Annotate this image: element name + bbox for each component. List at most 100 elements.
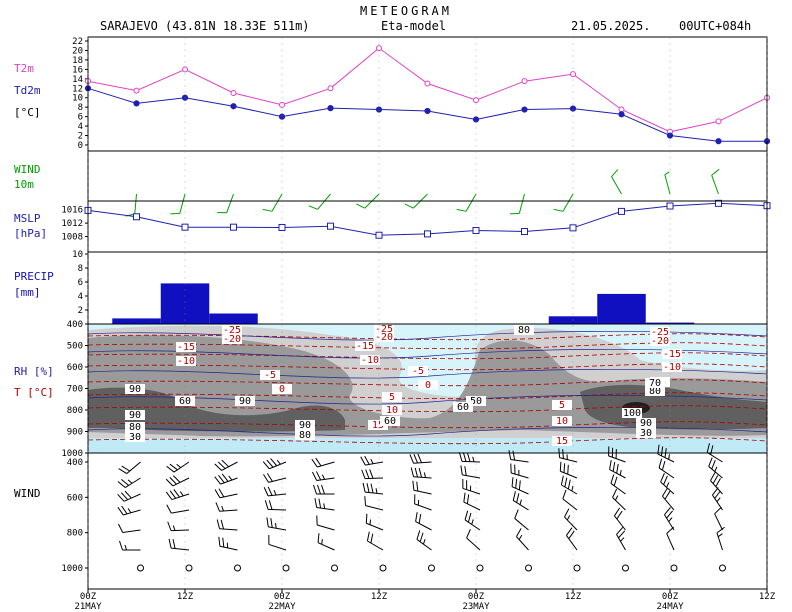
windp-calm: [282, 564, 290, 572]
barb-feather: [166, 465, 175, 473]
barb-feather: [318, 498, 322, 509]
rh-level-label: 900: [67, 428, 83, 438]
barb-feather: [170, 212, 180, 215]
barb-feather: [117, 506, 124, 516]
barb-feather: [361, 469, 366, 479]
wind10-level-label: 10m: [14, 178, 34, 191]
windp-barb: [409, 453, 432, 464]
windp-barb: [361, 469, 384, 480]
barb-feather: [222, 537, 225, 548]
barb-half-feather: [717, 533, 723, 538]
windp-barb: [712, 487, 723, 511]
run-date: 21.05.2025.: [571, 19, 650, 33]
windp-barb: [311, 457, 335, 468]
windp-barb: [660, 473, 675, 495]
barb-feather: [267, 486, 273, 496]
barb-feather: [218, 536, 221, 547]
barb-feather: [466, 452, 471, 462]
barb-half-feather: [276, 459, 281, 465]
barb-shaft: [268, 543, 287, 551]
barb-feather: [418, 513, 422, 524]
meteogram-title: METEOGRAM: [360, 4, 452, 18]
barb-half-feather: [668, 517, 673, 522]
windp-barb: [616, 526, 626, 551]
x-tick-label: 12Z: [177, 592, 194, 602]
rh-label-bg: [645, 386, 665, 396]
barb-feather: [314, 498, 318, 508]
windp-barb: [464, 510, 481, 531]
rh-label-bg: [453, 402, 473, 412]
barb-feather: [616, 510, 623, 520]
barb-shaft: [512, 500, 529, 511]
barb-shaft: [510, 458, 529, 463]
windp-barb: [462, 478, 481, 495]
barb-feather: [712, 487, 719, 496]
barb-feather: [214, 476, 221, 485]
barb-shaft: [463, 501, 481, 511]
isotherm-line: [87, 333, 768, 341]
barb-feather: [317, 533, 320, 543]
barb-feather: [610, 474, 615, 484]
barb-feather: [612, 461, 616, 472]
barb-shaft: [413, 489, 432, 495]
precip-tick-label: 6: [78, 278, 83, 288]
barb-feather: [715, 478, 721, 487]
rh-label: 90: [129, 410, 141, 421]
barb-shaft: [124, 477, 141, 488]
td2m-point: [569, 105, 577, 112]
isotherm-label: 10: [386, 405, 398, 416]
wind10-barb: [664, 171, 671, 195]
barb-shaft: [219, 528, 238, 531]
isotherm-line: [87, 437, 768, 445]
barb-feather: [270, 458, 278, 467]
barb-shaft: [179, 193, 186, 214]
barb-feather: [413, 454, 418, 464]
barb-shaft: [564, 516, 578, 531]
isotherm-line: [87, 379, 768, 387]
calm-circle: [622, 564, 629, 572]
windp-barb: [119, 540, 141, 551]
windp-barb: [118, 461, 141, 474]
barb-feather: [266, 459, 274, 468]
windp-barb: [560, 475, 578, 495]
barb-half-feather: [273, 490, 277, 496]
barb-shaft: [664, 514, 675, 531]
barb-shaft: [122, 529, 141, 534]
barb-shaft: [317, 461, 335, 468]
windp-barb: [463, 492, 481, 511]
windp-barb: [365, 513, 384, 531]
x-tick-label: 00Z: [468, 592, 485, 602]
rh-label: 70: [649, 378, 661, 389]
td2m-point: [327, 105, 334, 112]
windp-barb: [316, 515, 335, 531]
td2m-point: [618, 111, 625, 118]
rh-label: 100: [623, 408, 641, 419]
wind10-barb: [456, 193, 477, 212]
mslp-frame: [87, 200, 768, 253]
barb-feather: [516, 528, 522, 537]
windp-calm: [670, 564, 678, 572]
barb-feather: [664, 490, 671, 500]
barb-shaft: [612, 497, 626, 511]
rh-label: 90: [640, 418, 652, 429]
barb-feather: [618, 530, 626, 539]
barb-feather: [404, 203, 414, 209]
barb-shaft: [461, 460, 481, 463]
rh-label: 30: [129, 432, 141, 443]
windp-barb: [710, 472, 723, 495]
barb-feather: [366, 531, 370, 542]
barb-feather: [370, 483, 374, 494]
windp-barb: [314, 498, 335, 511]
isotherm-label-bg: [374, 332, 394, 342]
windp-calm: [622, 564, 629, 572]
barb-feather: [464, 466, 467, 476]
temp-tick-label: 18: [72, 56, 83, 66]
barb-feather: [172, 539, 176, 549]
isotherm-label-bg: [552, 416, 572, 426]
barb-shaft: [123, 509, 141, 516]
barb-feather: [118, 468, 127, 474]
rh-label-bg: [125, 432, 145, 442]
barb-shaft: [611, 176, 622, 195]
windp-barb: [662, 487, 675, 511]
